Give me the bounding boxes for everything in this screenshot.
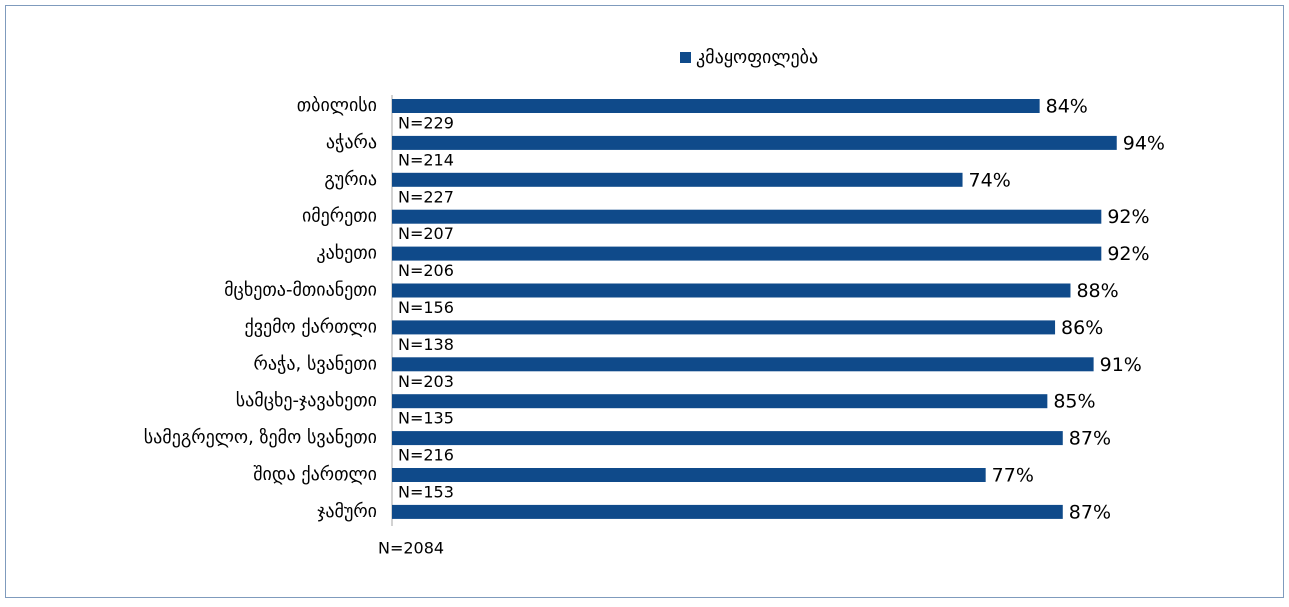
bar bbox=[392, 468, 986, 482]
bar bbox=[392, 431, 1063, 446]
bar bbox=[392, 504, 1063, 519]
sample-size: N=203 bbox=[398, 372, 454, 391]
category-label: სამეგრელო, ზემო სვანეთი bbox=[144, 427, 377, 448]
value-label: 87% bbox=[1069, 428, 1111, 450]
category-label: ჯამური bbox=[317, 501, 377, 522]
value-label: 88% bbox=[1076, 280, 1118, 302]
bar bbox=[392, 283, 1071, 298]
frame bbox=[5, 5, 1284, 598]
bar bbox=[392, 99, 1040, 113]
value-label: 74% bbox=[969, 169, 1011, 191]
value-label: 92% bbox=[1107, 206, 1149, 228]
sample-size: N=135 bbox=[398, 409, 454, 428]
legend-label: კმაყოფილება bbox=[696, 47, 818, 68]
sample-size: N=229 bbox=[398, 114, 454, 133]
bar bbox=[392, 246, 1102, 261]
bar bbox=[392, 357, 1094, 372]
legend-swatch bbox=[680, 52, 691, 63]
category-label: შიდა ქართლი bbox=[253, 464, 377, 485]
bar bbox=[392, 394, 1048, 409]
value-label: 92% bbox=[1107, 243, 1149, 265]
category-label: თბილისი bbox=[297, 95, 377, 116]
category-label: ქვემო ქართლი bbox=[245, 316, 377, 337]
sample-size: N=214 bbox=[398, 150, 454, 169]
value-label: 84% bbox=[1046, 96, 1088, 118]
sample-size: N=216 bbox=[398, 446, 454, 465]
category-label: გურია bbox=[324, 169, 377, 190]
sample-size: N=138 bbox=[398, 335, 454, 354]
category-label: აჭარა bbox=[326, 132, 377, 153]
value-label: 77% bbox=[992, 465, 1034, 487]
sample-size: N=2084 bbox=[378, 538, 444, 557]
category-label: რაჭა, სვანეთი bbox=[254, 353, 377, 374]
category-label: იმერეთი bbox=[302, 206, 377, 227]
bar bbox=[392, 209, 1102, 224]
value-label: 94% bbox=[1123, 132, 1165, 154]
bar bbox=[392, 135, 1117, 150]
category-label: კახეთი bbox=[316, 243, 377, 264]
value-label: 91% bbox=[1100, 354, 1142, 376]
value-label: 85% bbox=[1053, 391, 1095, 413]
category-label: სამცხე-ჯავახეთი bbox=[236, 390, 377, 411]
value-label: 86% bbox=[1061, 317, 1103, 339]
bar bbox=[392, 320, 1056, 335]
sample-size: N=153 bbox=[398, 483, 454, 502]
sample-size: N=207 bbox=[398, 224, 454, 243]
category-label: მცხეთა-მთიანეთი bbox=[224, 280, 377, 301]
bar bbox=[392, 172, 963, 187]
value-label: 87% bbox=[1069, 501, 1111, 523]
sample-size: N=227 bbox=[398, 187, 454, 206]
sample-size: N=156 bbox=[398, 298, 454, 317]
sample-size: N=206 bbox=[398, 261, 454, 280]
